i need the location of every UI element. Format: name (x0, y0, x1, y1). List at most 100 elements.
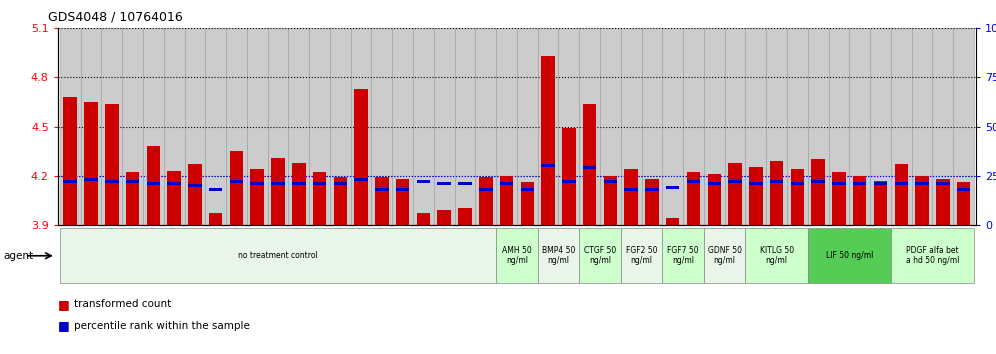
Bar (812, 180, 825, 183)
Bar (188, 184, 201, 187)
Text: transformed count: transformed count (74, 299, 171, 309)
Bar (85, 178, 98, 181)
Bar (375, 188, 388, 191)
Bar (808, 228, 890, 283)
Bar (437, 182, 451, 185)
Bar (392, 28, 413, 225)
Text: AMH 50
ng/ml: AMH 50 ng/ml (502, 246, 532, 266)
Bar (289, 28, 309, 225)
Bar (146, 182, 160, 185)
Bar (125, 172, 139, 225)
Bar (247, 28, 268, 225)
Bar (745, 28, 766, 225)
Bar (496, 28, 517, 225)
Bar (853, 182, 867, 185)
Bar (621, 28, 641, 225)
Bar (355, 89, 368, 225)
Bar (271, 158, 285, 225)
Bar (413, 28, 434, 225)
Text: ■: ■ (58, 319, 70, 332)
Bar (749, 167, 763, 225)
Bar (334, 177, 347, 225)
Bar (662, 28, 683, 225)
Bar (624, 188, 638, 191)
Bar (60, 28, 81, 225)
Bar (355, 178, 368, 181)
Bar (645, 179, 658, 225)
Bar (580, 28, 600, 225)
Bar (500, 182, 513, 185)
Bar (873, 182, 887, 185)
Bar (330, 28, 351, 225)
Bar (936, 179, 949, 225)
Bar (475, 28, 496, 225)
Bar (890, 228, 974, 283)
Bar (102, 28, 123, 225)
Bar (662, 228, 704, 283)
Bar (205, 28, 226, 225)
Bar (250, 169, 264, 225)
Bar (791, 182, 804, 185)
Bar (829, 28, 850, 225)
Bar (915, 176, 929, 225)
Bar (434, 28, 454, 225)
Bar (683, 28, 704, 225)
Bar (538, 228, 580, 283)
Text: CTGF 50
ng/ml: CTGF 50 ng/ml (584, 246, 617, 266)
Bar (226, 28, 247, 225)
Bar (873, 181, 887, 225)
Bar (521, 188, 534, 191)
Text: agent: agent (3, 251, 33, 261)
Text: no treatment control: no treatment control (238, 251, 318, 260)
Bar (894, 164, 908, 225)
Bar (808, 28, 829, 225)
Bar (666, 186, 679, 189)
Bar (621, 228, 662, 283)
Bar (641, 28, 662, 225)
Bar (188, 164, 201, 225)
Bar (454, 28, 475, 225)
Bar (833, 172, 846, 225)
Bar (687, 180, 700, 183)
Bar (766, 28, 787, 225)
Bar (583, 104, 597, 225)
Bar (604, 176, 618, 225)
Bar (953, 28, 974, 225)
Bar (395, 179, 409, 225)
Text: FGF7 50
ng/ml: FGF7 50 ng/ml (667, 246, 699, 266)
Bar (313, 172, 327, 225)
Bar (542, 56, 555, 225)
Bar (500, 176, 513, 225)
Bar (496, 228, 538, 283)
Bar (372, 28, 392, 225)
Bar (250, 182, 264, 185)
Bar (932, 28, 953, 225)
Bar (351, 28, 372, 225)
Bar (64, 180, 77, 183)
Bar (562, 180, 576, 183)
Bar (562, 128, 576, 225)
Bar (580, 228, 621, 283)
Bar (163, 28, 184, 225)
Bar (167, 171, 181, 225)
Text: KITLG 50
ng/ml: KITLG 50 ng/ml (760, 246, 794, 266)
Bar (458, 209, 472, 225)
Bar (517, 28, 538, 225)
Text: GDNF 50
ng/ml: GDNF 50 ng/ml (708, 246, 742, 266)
Bar (936, 182, 949, 185)
Bar (957, 188, 970, 191)
Bar (538, 28, 559, 225)
Bar (707, 174, 721, 225)
Bar (479, 188, 492, 191)
Bar (437, 210, 451, 225)
Bar (60, 228, 496, 283)
Bar (143, 28, 163, 225)
Text: ■: ■ (58, 298, 70, 311)
Bar (704, 228, 745, 283)
Bar (230, 180, 243, 183)
Bar (728, 162, 742, 225)
Bar (292, 162, 306, 225)
Bar (871, 28, 890, 225)
Bar (395, 188, 409, 191)
Bar (375, 177, 388, 225)
